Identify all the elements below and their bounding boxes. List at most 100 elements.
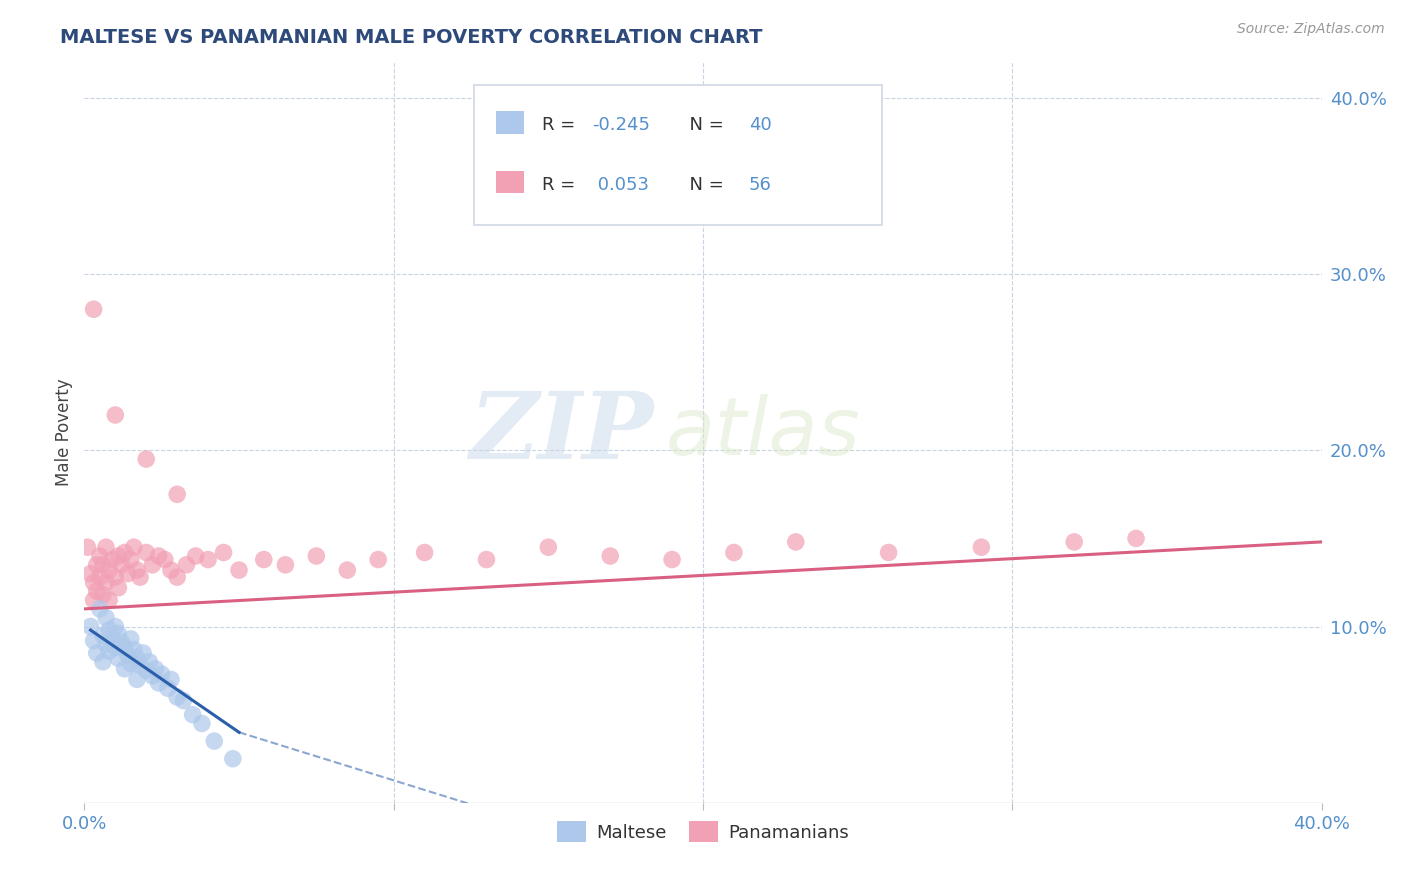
Point [1125,532,1147,546]
Point [98,644,121,658]
Point [537,540,560,554]
Text: MALTESE VS PANAMANIAN MALE POVERTY CORRELATION CHART: MALTESE VS PANAMANIAN MALE POVERTY CORRE… [59,28,762,47]
Point [197,552,219,566]
Point [253,552,276,566]
Point [148,549,170,563]
Point [120,632,142,646]
Point [305,549,328,563]
FancyBboxPatch shape [496,170,523,194]
Point [94,637,117,651]
Text: R =: R = [543,176,581,194]
Point [153,552,176,566]
Point [101,552,124,566]
Point [114,662,136,676]
Point [877,545,900,559]
Point [117,566,139,581]
Point [156,681,179,696]
Point [98,623,121,637]
Point [125,651,148,665]
Point [76,540,98,554]
Point [129,658,152,673]
Text: 0.053: 0.053 [592,176,648,194]
Point [135,545,157,559]
Point [104,619,127,633]
Text: -0.245: -0.245 [592,116,650,135]
Point [83,575,105,590]
Text: 40: 40 [749,116,772,135]
Point [176,558,198,572]
Text: R =: R = [543,116,581,135]
Point [723,545,745,559]
Point [98,563,121,577]
Point [94,610,117,624]
FancyBboxPatch shape [474,85,883,226]
Point [172,693,194,707]
Point [122,642,145,657]
Text: atlas: atlas [666,393,860,472]
Text: N =: N = [678,176,730,194]
Point [86,646,108,660]
Point [91,655,114,669]
Point [107,651,129,665]
Point [101,632,124,646]
Point [83,633,105,648]
Point [599,549,621,563]
Point [138,655,160,669]
Point [104,640,127,655]
Point [132,646,155,660]
Point [86,558,108,572]
Point [107,549,129,563]
Point [184,549,207,563]
Point [89,549,111,563]
Point [475,552,498,566]
Y-axis label: Male Poverty: Male Poverty [55,379,73,486]
Point [661,552,683,566]
Text: N =: N = [678,116,730,135]
Point [79,619,101,633]
Point [91,588,114,602]
Point [222,752,245,766]
Point [79,566,101,581]
Point [94,540,117,554]
Point [120,552,142,566]
Text: 56: 56 [749,176,772,194]
Point [413,545,436,559]
Point [336,563,359,577]
Point [86,584,108,599]
Point [107,626,129,640]
Point [83,593,105,607]
Point [135,452,157,467]
Point [89,602,111,616]
Point [160,563,183,577]
Point [125,673,148,687]
Point [367,552,389,566]
Point [83,302,105,317]
Point [181,707,204,722]
Point [122,540,145,554]
Point [970,540,993,554]
Point [94,575,117,590]
Point [166,570,188,584]
Point [166,690,188,704]
Point [1063,535,1085,549]
Point [110,635,132,649]
Point [125,563,148,577]
Point [145,662,167,676]
FancyBboxPatch shape [496,112,523,135]
Point [110,558,132,572]
Point [107,581,129,595]
Point [120,657,142,671]
Point [212,545,235,559]
Point [114,640,136,655]
Point [114,545,136,559]
Point [117,648,139,662]
Legend: Maltese, Panamanians: Maltese, Panamanians [550,814,856,849]
Point [104,408,127,422]
Point [191,716,214,731]
Point [785,535,807,549]
Point [91,628,114,642]
Point [129,570,152,584]
Point [202,734,225,748]
Point [228,563,250,577]
Point [98,593,121,607]
